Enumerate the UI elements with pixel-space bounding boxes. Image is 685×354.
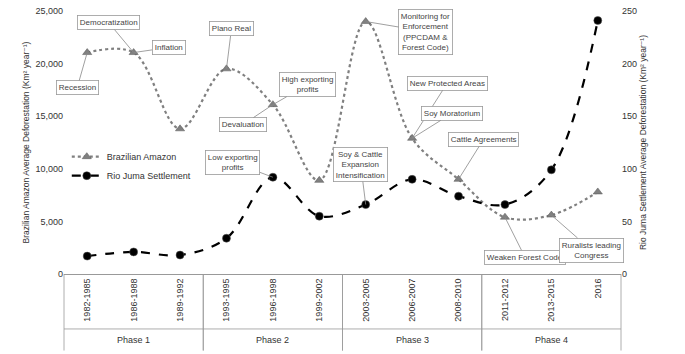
svg-text:Monitoring forEnforcement(PPCD: Monitoring forEnforcement(PPCDAM &Forest… (401, 12, 450, 52)
svg-text:Soy Moratorium: Soy Moratorium (424, 109, 481, 118)
svg-text:5,000: 5,000 (40, 217, 63, 227)
svg-text:10,000: 10,000 (35, 164, 63, 174)
svg-text:2006-2007: 2006-2007 (407, 279, 417, 322)
svg-text:50: 50 (622, 217, 632, 227)
svg-text:250: 250 (622, 6, 637, 16)
svg-text:25,000: 25,000 (35, 6, 63, 16)
svg-text:150: 150 (622, 111, 637, 121)
svg-text:Phase 3: Phase 3 (396, 335, 429, 345)
svg-text:2008-2010: 2008-2010 (453, 279, 463, 322)
svg-text:2013-2015: 2013-2015 (546, 279, 556, 322)
svg-text:Plano Real: Plano Real (212, 24, 251, 33)
svg-text:Cattle Agreements: Cattle Agreements (451, 135, 517, 144)
svg-text:1993-1995: 1993-1995 (221, 279, 231, 322)
svg-text:2003-2005: 2003-2005 (361, 279, 371, 322)
svg-text:2016: 2016 (593, 279, 603, 299)
svg-text:Democratization: Democratization (80, 18, 138, 27)
svg-text:High exportingprofits: High exportingprofits (282, 75, 334, 94)
svg-text:1986-1988: 1986-1988 (129, 279, 139, 322)
svg-text:Phase 2: Phase 2 (256, 335, 289, 345)
svg-text:Brazilian Amazon: Brazilian Amazon (107, 152, 177, 162)
svg-text:Low exportingprofits: Low exportingprofits (208, 153, 258, 172)
svg-text:20,000: 20,000 (35, 59, 63, 69)
svg-text:15,000: 15,000 (35, 111, 63, 121)
svg-text:Phase 4: Phase 4 (535, 335, 568, 345)
svg-text:200: 200 (622, 59, 637, 69)
svg-text:Soy & CattleExpansionIntensifi: Soy & CattleExpansionIntensification (336, 150, 385, 180)
svg-text:Recession: Recession (59, 83, 96, 92)
svg-text:Phase 1: Phase 1 (117, 335, 150, 345)
svg-text:1982-1985: 1982-1985 (82, 279, 92, 322)
svg-text:Rio Juma Settlement Average De: Rio Juma Settlement Average Deforestatio… (638, 35, 648, 250)
svg-text:New Protected Areas: New Protected Areas (410, 79, 485, 88)
svg-text:Inflation: Inflation (155, 43, 183, 52)
svg-text:0: 0 (58, 269, 63, 279)
svg-text:1989-1992: 1989-1992 (175, 279, 185, 322)
svg-text:2011-2012: 2011-2012 (500, 279, 510, 321)
svg-text:Brazilian Amazon Average Defor: Brazilian Amazon Average Deforestation (… (21, 41, 31, 243)
svg-text:Weaken Forest Code: Weaken Forest Code (487, 253, 563, 262)
svg-text:Devaluation: Devaluation (222, 120, 264, 129)
svg-text:Ruralists leadingCongress: Ruralists leadingCongress (562, 241, 621, 260)
svg-text:1996-1998: 1996-1998 (268, 279, 278, 322)
svg-text:0: 0 (622, 269, 627, 279)
svg-text:100: 100 (622, 164, 637, 174)
svg-text:1999-2002: 1999-2002 (314, 279, 324, 322)
svg-text:Rio Juma Settlement: Rio Juma Settlement (107, 171, 191, 181)
